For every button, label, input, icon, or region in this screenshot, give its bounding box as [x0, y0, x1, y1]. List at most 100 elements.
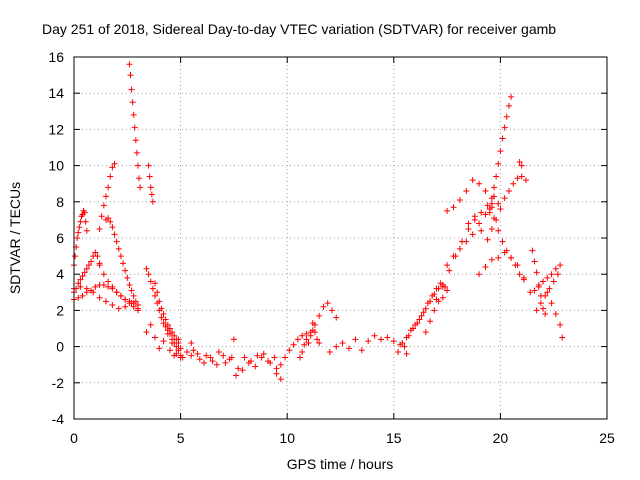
data-point	[81, 209, 88, 216]
data-point	[299, 332, 306, 339]
data-point	[537, 300, 544, 307]
data-point	[422, 329, 429, 336]
data-point	[495, 160, 502, 167]
data-point	[130, 300, 137, 307]
data-point	[493, 216, 500, 223]
data-point	[435, 285, 442, 292]
data-point	[213, 361, 220, 368]
data-point	[554, 271, 561, 278]
data-point	[488, 225, 495, 232]
data-point	[399, 339, 406, 346]
data-point	[77, 218, 84, 225]
data-point	[520, 274, 527, 281]
data-point	[79, 292, 86, 299]
data-point	[156, 298, 163, 305]
data-point	[129, 99, 136, 106]
data-point	[160, 320, 167, 327]
data-point	[531, 287, 538, 294]
data-point	[113, 238, 120, 245]
y-tick-label: 4	[56, 266, 64, 282]
data-point	[77, 276, 84, 283]
data-point	[177, 345, 184, 352]
data-point	[486, 206, 493, 213]
data-point	[201, 359, 208, 366]
data-point	[158, 314, 165, 321]
data-point	[85, 262, 92, 269]
data-point	[171, 332, 178, 339]
data-point	[109, 283, 116, 290]
data-point	[96, 225, 103, 232]
data-point	[548, 300, 555, 307]
data-point	[277, 361, 284, 368]
data-point	[456, 245, 463, 252]
data-point	[516, 158, 523, 165]
y-tick-label: 2	[56, 302, 64, 318]
data-point	[230, 336, 237, 343]
data-point	[203, 352, 210, 359]
data-point	[439, 283, 446, 290]
data-point	[188, 352, 195, 359]
data-point	[179, 354, 186, 361]
data-point	[510, 180, 517, 187]
data-point	[427, 318, 434, 325]
data-point	[131, 124, 138, 131]
x-tick-label: 5	[177, 430, 185, 446]
data-point	[491, 184, 498, 191]
data-point	[98, 213, 105, 220]
data-point	[171, 352, 178, 359]
data-point	[544, 289, 551, 296]
axis-ticks: 0 5 10 15 20 25 -4 -2 0 2 4 6 8 10 12 14 16	[48, 49, 615, 446]
data-point	[557, 321, 564, 328]
data-point	[164, 330, 171, 337]
data-point	[495, 254, 502, 261]
data-point	[535, 283, 542, 290]
data-point	[333, 314, 340, 321]
data-point	[420, 309, 427, 316]
data-point	[346, 345, 353, 352]
data-point	[439, 294, 446, 301]
data-point	[403, 350, 410, 357]
data-point	[401, 343, 408, 350]
x-tick-label: 20	[493, 430, 509, 446]
data-point	[501, 124, 508, 131]
data-point	[533, 307, 540, 314]
data-point	[128, 86, 135, 93]
data-point	[149, 285, 156, 292]
data-point	[127, 72, 134, 79]
data-point	[482, 187, 489, 194]
data-point	[94, 253, 101, 260]
data-point	[518, 162, 525, 169]
data-point	[117, 292, 124, 299]
data-point	[166, 347, 173, 354]
data-point	[471, 213, 478, 220]
data-point	[147, 278, 154, 285]
data-point	[431, 291, 438, 298]
data-point	[105, 184, 112, 191]
data-point	[113, 289, 120, 296]
data-point	[173, 343, 180, 350]
data-point	[469, 231, 476, 238]
data-point	[505, 187, 512, 194]
data-point	[277, 376, 284, 383]
data-point	[273, 370, 280, 377]
y-axis-label: SDTVAR / TECUs	[7, 182, 23, 294]
data-point	[271, 354, 278, 361]
data-point	[115, 245, 122, 252]
data-point	[465, 225, 472, 232]
data-point	[516, 271, 523, 278]
data-point	[365, 338, 372, 345]
data-point	[117, 253, 124, 260]
data-point	[111, 231, 118, 238]
data-point	[476, 220, 483, 227]
data-point	[422, 305, 429, 312]
data-point	[328, 307, 335, 314]
data-point	[320, 303, 327, 310]
data-point	[333, 343, 340, 350]
data-point	[482, 211, 489, 218]
data-point	[145, 162, 152, 169]
data-point	[508, 93, 515, 100]
data-point	[126, 61, 133, 68]
data-point	[146, 173, 153, 180]
data-point	[109, 224, 116, 231]
data-point	[83, 227, 90, 234]
